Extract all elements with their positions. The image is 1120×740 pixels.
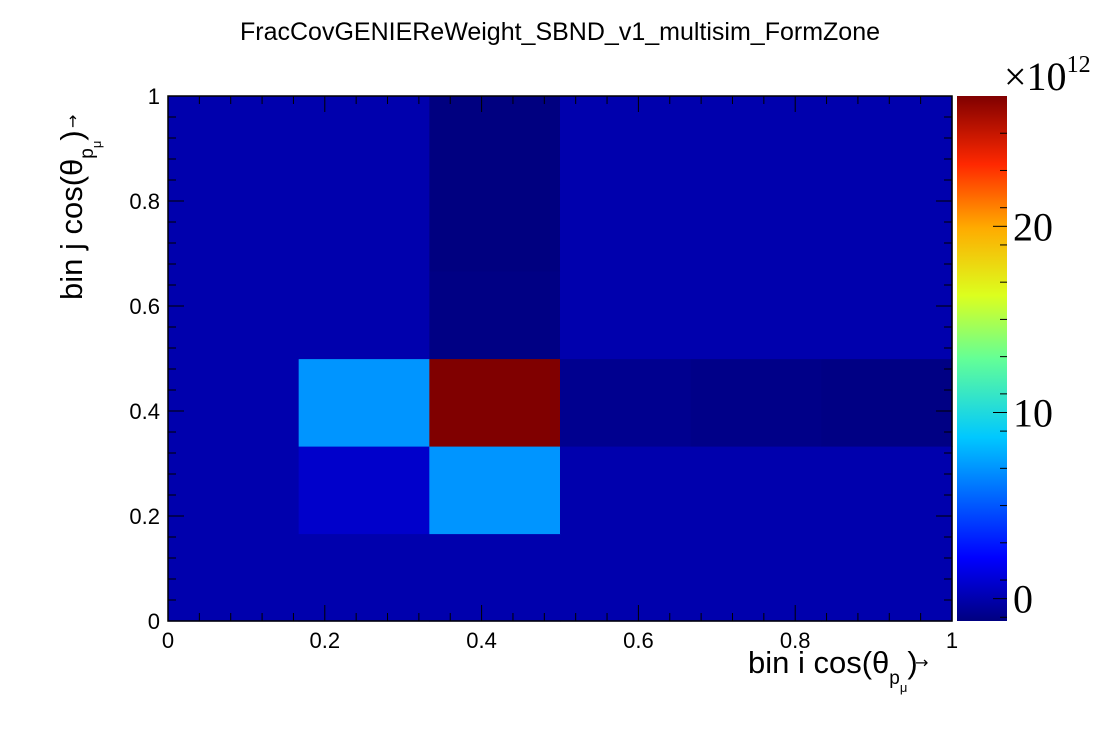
y-axis-label: bin j cos(θpμ) [54, 130, 104, 300]
heatmap-cell [560, 271, 692, 360]
colorbar-tick-label: 0 [1013, 577, 1033, 622]
x-axis-label: bin i cos(θpμ) [748, 645, 918, 695]
x-tick-label: 0 [162, 628, 174, 653]
heatmap-cell [168, 271, 300, 360]
heatmap-cell [298, 358, 430, 447]
heatmap-cell [690, 271, 822, 360]
heatmap-cell [168, 96, 300, 185]
color-bar [957, 96, 1007, 621]
heatmap-cell [429, 358, 561, 447]
heatmap-cell [690, 533, 822, 622]
heatmap-cell [821, 533, 953, 622]
heatmap-cell [821, 358, 953, 447]
heatmap-cell [168, 446, 300, 535]
heatmap-cell [168, 358, 300, 447]
heatmap-cell [298, 271, 430, 360]
heatmap-cell [821, 96, 953, 185]
heatmap-cell [821, 271, 953, 360]
heatmap-cell [690, 358, 822, 447]
heatmap-cell [821, 446, 953, 535]
y-tick-label: 0.8 [129, 189, 160, 214]
heatmap-cell [168, 533, 300, 622]
y-tick-label: 0.4 [129, 399, 160, 424]
y-tick-label: 0.2 [129, 504, 160, 529]
y-tick-label: 1 [148, 84, 160, 109]
heatmap-cell [298, 183, 430, 272]
heatmap-cell [168, 183, 300, 272]
heatmap-cell [690, 446, 822, 535]
heatmap-cell [560, 96, 692, 185]
y-label-vector-arrow: → [63, 115, 82, 128]
x-tick-label: 0.4 [466, 628, 497, 653]
heatmap-cell [560, 446, 692, 535]
heatmap-cell [298, 533, 430, 622]
x-tick-label: 1 [946, 628, 958, 653]
colorbar-tick-label: 10 [1013, 390, 1053, 435]
y-tick-label: 0.6 [129, 294, 160, 319]
heatmap-cell [560, 183, 692, 272]
colorbar-exponent: ×1012 [1004, 52, 1091, 99]
heatmap-cell [690, 183, 822, 272]
x-tick-label: 0.6 [623, 628, 654, 653]
chart-title: FracCovGENIEReWeight_SBND_v1_multisim_Fo… [239, 18, 880, 46]
heatmap-cell [298, 96, 430, 185]
heatmap-cell [298, 446, 430, 535]
heatmap-cell [429, 96, 561, 185]
x-label-vector-arrow: → [915, 653, 928, 672]
heatmap-cell [429, 533, 561, 622]
colorbar-tick-label: 20 [1013, 204, 1053, 249]
plot-frame [167, 95, 953, 622]
heatmap-cell [429, 271, 561, 360]
heatmap-cell [429, 183, 561, 272]
x-tick-label: 0.8 [780, 628, 811, 653]
y-tick-label: 0 [148, 609, 160, 634]
heatmap-cell [821, 183, 953, 272]
x-tick-label: 0.2 [310, 628, 341, 653]
heatmap-cell [690, 96, 822, 185]
heatmap-cell [560, 358, 692, 447]
heatmap-cell [429, 446, 561, 535]
heatmap-cell [560, 533, 692, 622]
